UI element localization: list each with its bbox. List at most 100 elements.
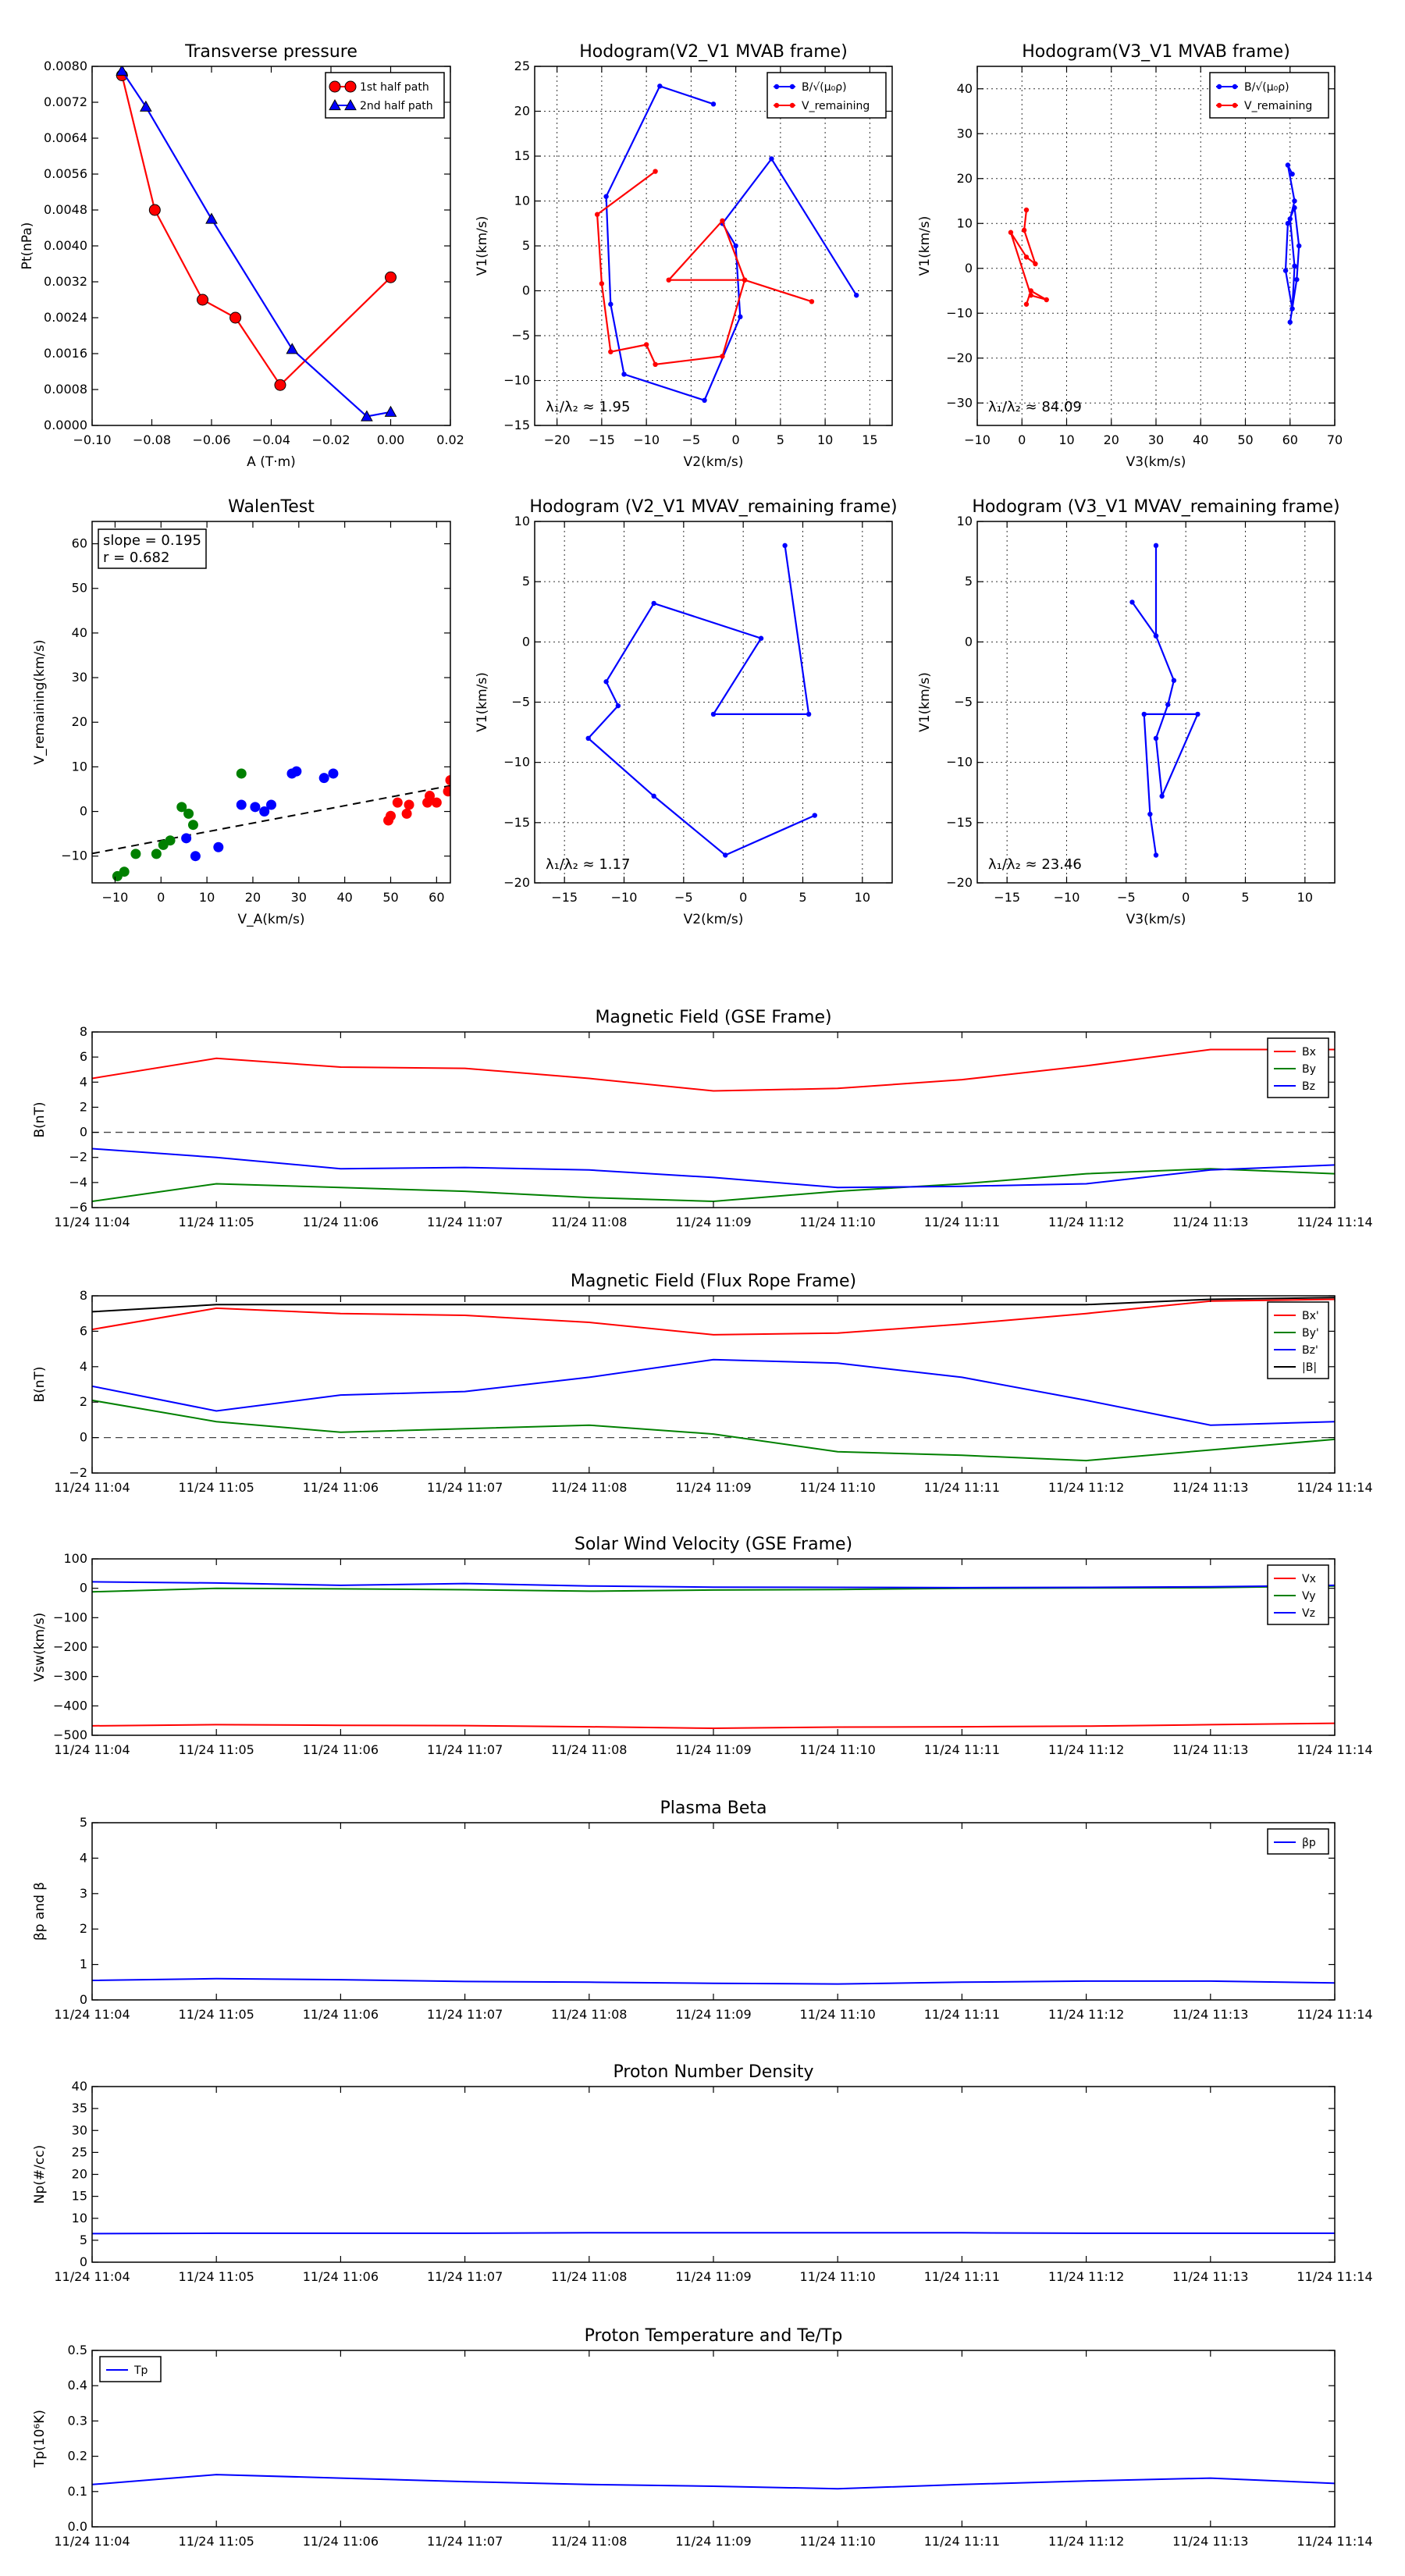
- x-axis-label: V_A(km/s): [237, 912, 304, 927]
- marker-legend-1-0: [329, 98, 341, 111]
- x-tick-label: 30: [291, 890, 307, 905]
- x-tick-label: 10: [1058, 432, 1074, 447]
- x-tick-label: 40: [1193, 432, 1208, 447]
- x-tick-label: 11/24 11:06: [303, 2534, 379, 2549]
- x-tick-label: 11/24 11:11: [924, 2007, 1000, 2022]
- y-tick-label: −10: [61, 849, 87, 863]
- marker-blue-2: [213, 841, 224, 852]
- stats-line: slope = 0.195: [103, 532, 201, 549]
- x-tick-label: 11/24 11:08: [551, 2007, 627, 2022]
- marker-b--7: [1285, 221, 1291, 226]
- marker-v-remaining-7: [1028, 288, 1033, 294]
- panel-proton_density: Proton Number Density 11/24 11:04 11/24 11…: [32, 2062, 1373, 2284]
- legend-item: Vz: [1274, 1607, 1315, 1620]
- legend-label: B/√(μ₀ρ): [1244, 81, 1289, 94]
- series-0-vx: [92, 1722, 1335, 1730]
- panel-transverse_pressure: Transverse pressure −0.10 −0.08 −0.06 −0.04 −…: [20, 42, 464, 470]
- y-tick-label: 5: [965, 574, 973, 589]
- x-tick-label: −0.02: [311, 432, 350, 447]
- x-tick-label: 11/24 11:08: [551, 1480, 627, 1495]
- marker-red-2: [392, 797, 403, 808]
- marker-v-remaining-8: [1023, 301, 1030, 307]
- series-1-by-: [92, 1399, 1335, 1462]
- legend-item: B/√(μ₀ρ): [774, 81, 847, 94]
- x-tick-label: −10: [964, 432, 991, 447]
- y-tick-label: 10: [957, 215, 973, 230]
- marker-b--3: [1287, 216, 1293, 222]
- marker-v-10: [812, 813, 817, 818]
- marker-v-9: [723, 852, 728, 858]
- marker-blue-4: [250, 802, 261, 813]
- marker-b--10: [854, 293, 859, 298]
- y-tick-label: 100: [63, 1551, 87, 1566]
- marker-v-remaining-1: [1021, 227, 1027, 233]
- legend-item: Bx: [1274, 1046, 1316, 1059]
- x-tick-label: 10: [855, 890, 870, 905]
- y-tick-label: 4: [80, 1850, 87, 1865]
- y-tick-label: 0: [965, 261, 973, 276]
- marker-legend-1-1: [344, 98, 357, 111]
- marker-2nd-half-path-5: [384, 405, 397, 417]
- y-tick-label: 40: [957, 81, 973, 96]
- panel-hodogram_v3_v1_mvav: Hodogram (V3_V1 MVAV_remaining frame) −15…: [917, 497, 1340, 927]
- y-tick-label: 30: [957, 126, 973, 141]
- chart-title: Hodogram (V2_V1 MVAV_remaining frame): [529, 497, 897, 517]
- marker-b--4: [621, 372, 627, 377]
- x-tick-label: −10: [611, 890, 638, 905]
- y-tick-label: −300: [53, 1669, 87, 1684]
- y-axis-label: V_remaining(km/s): [32, 639, 48, 764]
- marker-b--2: [1292, 198, 1297, 204]
- marker-2nd-half-path-4: [361, 410, 373, 422]
- y-tick-label: 0.0000: [44, 418, 87, 432]
- y-tick-label: 2: [80, 1099, 87, 1114]
- y-tick-label: 0: [80, 1581, 87, 1596]
- marker-b--8: [1292, 205, 1297, 211]
- y-tick-label: 0: [522, 283, 530, 298]
- panel-walen_test: WalenTest −10 0 10 20 30 40 50 60 −10 0 10 20 30 40 50 6…: [32, 497, 451, 927]
- marker-legend-1-0: [1216, 102, 1222, 109]
- x-tick-label: 11/24 11:07: [427, 1480, 503, 1495]
- y-tick-label: −20: [946, 875, 973, 890]
- marker-legend-1-0: [774, 102, 780, 109]
- series-0-green: [112, 768, 247, 881]
- y-axis-label: Vsw(km/s): [32, 1613, 48, 1682]
- legend: 1st half path 2nd half path: [325, 72, 445, 119]
- x-tick-label: 11/24 11:10: [800, 2007, 876, 2022]
- legend: Bx By Bz: [1267, 1037, 1329, 1098]
- legend-item: βp: [1274, 1837, 1316, 1849]
- marker-1st-half-path-2: [197, 294, 209, 306]
- y-tick-label: −6: [69, 1200, 87, 1215]
- x-tick-label: −0.10: [73, 432, 111, 447]
- legend-label: Vy: [1302, 1590, 1316, 1603]
- x-tick-label: 11/24 11:09: [675, 1480, 751, 1495]
- y-tick-label: 0: [80, 2254, 87, 2269]
- x-tick-label: 60: [1282, 432, 1298, 447]
- y-tick-label: 6: [80, 1049, 87, 1064]
- series-1-by: [92, 1168, 1335, 1203]
- marker-b--4: [1292, 263, 1297, 269]
- x-tick-label: 11/24 11:10: [800, 1742, 876, 1757]
- marker-legend-0-0: [1216, 84, 1222, 90]
- x-tick-label: 11/24 11:12: [1048, 1742, 1124, 1757]
- marker-green-5: [165, 835, 176, 846]
- x-tick-label: 11/24 11:04: [54, 1480, 130, 1495]
- x-tick-label: 11/24 11:06: [303, 1480, 379, 1495]
- series-2-vz: [92, 1581, 1335, 1589]
- x-tick-label: 11/24 11:04: [54, 2534, 130, 2549]
- legend-item: B/√(μ₀ρ): [1216, 81, 1289, 94]
- chart-title: Transverse pressure: [184, 42, 357, 62]
- series-line-bz-: [92, 1358, 1335, 1426]
- series-line--p: [92, 1977, 1335, 1985]
- x-tick-label: 70: [1327, 432, 1343, 447]
- marker-2nd-half-path-2: [205, 212, 218, 224]
- marker-b--2: [603, 194, 609, 199]
- marker-b--0: [1289, 171, 1295, 177]
- legend-label: V_remaining: [802, 100, 870, 112]
- marker-1st-half-path-1: [148, 204, 161, 216]
- y-tick-label: 5: [522, 574, 530, 589]
- chart-title: Solar Wind Velocity (GSE Frame): [574, 1535, 852, 1554]
- y-tick-label: 0: [80, 804, 87, 819]
- marker-blue-0: [181, 833, 192, 844]
- x-tick-label: 11/24 11:08: [551, 1742, 627, 1757]
- marker-blue-8: [291, 766, 302, 777]
